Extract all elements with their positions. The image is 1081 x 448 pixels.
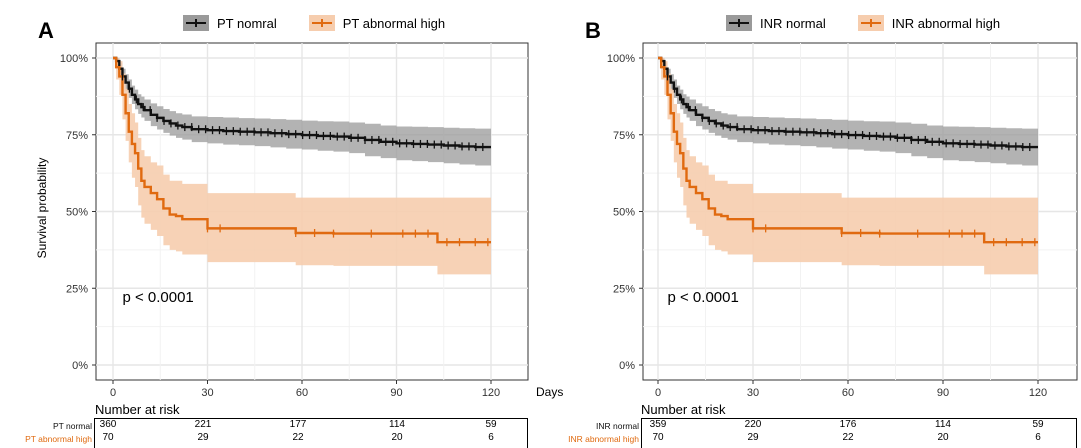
x-tick-label: 120 [482,387,500,399]
risk-normal-60: 176 [839,419,857,430]
y-tick-label: 50% [66,207,88,219]
risk-normal-30: 220 [744,419,762,430]
risk-table-title: Number at risk [95,402,180,417]
survival-curve-abnormal [113,56,491,244]
risk-normal-90: 114 [389,419,405,430]
risk-label-abnormal: INR abnormal high [568,434,639,444]
y-tick-label: 75% [613,130,635,142]
risk-abnormal-30: 29 [747,432,759,443]
ci-band-normal [658,58,1038,166]
risk-abnormal-90: 20 [937,432,949,443]
risk-abnormal-0: 70 [652,432,664,443]
risk-normal-90: 114 [935,419,951,430]
risk-normal-120: 59 [1032,419,1044,430]
risk-normal-0: 360 [99,419,117,430]
risk-table-box [641,418,1077,448]
legend: PT nomral PT abnormal high [183,12,445,34]
legend-label-abnormal: PT abnormal high [342,15,446,31]
x-tick-label: 120 [1029,387,1047,399]
risk-normal-0: 359 [649,419,667,430]
panel-letter: B [585,18,601,43]
x-tick-label: 0 [110,387,116,399]
legend-key-normal [183,15,209,31]
p-value-label: p < 0.0001 [122,289,193,306]
x-tick-label: 60 [296,387,308,399]
survival-curve-normal [113,56,491,149]
y-tick-label: 75% [66,130,88,142]
survival-curve-normal [658,56,1038,149]
panel-letter: A [38,18,54,43]
risk-normal-30: 221 [194,419,212,430]
x-tick-label: 60 [842,387,854,399]
panel-b: B INR normal INR abnormal high 0% 25% 50 [545,0,1081,448]
legend-key-abnormal [857,15,884,31]
panel-a: A PT nomral PT abnormal high Survival [0,0,563,448]
risk-abnormal-120: 6 [1035,432,1041,443]
legend-key-abnormal [308,15,335,31]
x-tick-label: 90 [390,387,402,399]
legend-item-abnormal: INR abnormal high [857,15,1001,31]
legend-item-normal: INR normal [726,15,826,31]
risk-label-normal: INR normal [596,421,639,431]
risk-abnormal-0: 70 [102,432,114,443]
legend-item-abnormal: PT abnormal high [308,15,446,31]
legend-item-normal: PT nomral [183,15,277,31]
x-tick-label: 0 [655,387,661,399]
y-tick-label: 25% [66,283,88,295]
survival-curve-abnormal [658,56,1038,244]
legend-label-abnormal: INR abnormal high [891,15,1001,31]
risk-label-normal: PT normal [52,421,92,431]
y-tick-label: 50% [613,207,635,219]
risk-abnormal-60: 22 [292,432,304,443]
legend-key-normal [726,15,752,31]
legend-label-normal: INR normal [760,15,826,31]
risk-abnormal-90: 20 [391,432,403,443]
x-tick-label: 90 [937,387,949,399]
risk-table-title: Number at risk [641,402,726,417]
x-tick-label: 30 [201,387,213,399]
risk-normal-120: 59 [485,419,497,430]
risk-table-box [94,418,528,448]
y-tick-label: 0% [72,360,88,372]
y-tick-label: 25% [613,283,635,295]
p-value-label: p < 0.0001 [668,289,739,306]
y-tick-label: 0% [619,360,635,372]
risk-abnormal-120: 6 [488,432,494,443]
risk-normal-60: 177 [289,419,307,430]
legend-label-normal: PT nomral [217,15,277,31]
y-tick-label: 100% [607,53,635,65]
risk-abnormal-60: 22 [842,432,854,443]
risk-label-abnormal: PT abnormal high [25,434,92,444]
ci-band-normal [113,58,491,166]
legend: INR normal INR abnormal high [726,12,1000,34]
survival-plot-a: 0% 25% 50% 75% 100% 0 30 60 90 120 Days p < 0.0001 [60,42,563,399]
risk-abnormal-30: 29 [197,432,209,443]
y-tick-label: 100% [60,53,88,65]
x-tick-label: 30 [747,387,759,399]
x-axis-label: Days [536,385,563,399]
